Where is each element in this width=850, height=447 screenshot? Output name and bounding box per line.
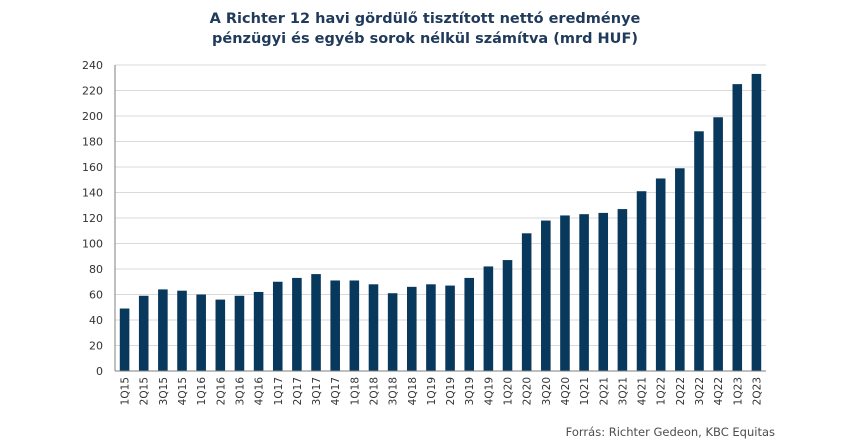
y-tick-label: 0 xyxy=(96,365,103,378)
y-tick-label: 60 xyxy=(89,289,103,302)
y-tick-label: 140 xyxy=(82,187,103,200)
y-tick-label: 240 xyxy=(82,59,103,72)
bar xyxy=(541,220,551,371)
bar xyxy=(368,284,379,371)
bar xyxy=(158,289,168,371)
x-tick-label: 1Q17 xyxy=(273,377,285,405)
bar xyxy=(502,260,513,371)
x-tick-label: 2Q17 xyxy=(292,377,304,405)
y-tick-label: 80 xyxy=(89,263,103,276)
x-tick-label: 4Q21 xyxy=(637,377,649,405)
y-tick-label: 20 xyxy=(89,340,103,353)
y-tick-label: 120 xyxy=(82,212,103,225)
bar xyxy=(311,274,321,371)
bar xyxy=(406,286,417,371)
bar xyxy=(330,280,340,371)
bar xyxy=(272,281,283,371)
bar xyxy=(675,168,685,371)
bar xyxy=(215,299,226,371)
x-tick-label: 2Q15 xyxy=(139,377,151,405)
bar xyxy=(119,308,130,371)
chart-title-line-1: A Richter 12 havi gördülő tisztított net… xyxy=(209,11,641,27)
y-tick-label: 220 xyxy=(82,85,103,98)
x-tick-label: 4Q20 xyxy=(560,377,572,405)
bar xyxy=(464,277,475,371)
bar xyxy=(751,73,762,372)
bar xyxy=(483,266,494,371)
chart-title: A Richter 12 havi gördülő tisztított net… xyxy=(0,9,850,49)
x-tick-label: 1Q19 xyxy=(426,377,438,405)
chart-title-line-2: pénzügyi és egyéb sorok nélkül számítva … xyxy=(211,31,638,47)
bar xyxy=(387,293,398,371)
bar xyxy=(617,209,628,371)
y-tick-label: 100 xyxy=(82,238,103,251)
y-tick-label: 40 xyxy=(89,314,103,327)
source-note: Forrás: Richter Gedeon, KBC Equitas xyxy=(565,425,775,439)
x-tick-label: 1Q22 xyxy=(656,377,668,405)
x-tick-label: 2Q20 xyxy=(522,377,534,405)
bar xyxy=(560,215,570,371)
bar xyxy=(426,284,436,371)
bar xyxy=(234,295,245,371)
bar xyxy=(196,294,206,371)
x-tick-label: 3Q15 xyxy=(158,377,170,405)
x-tick-label: 4Q18 xyxy=(407,377,419,405)
y-tick-label: 160 xyxy=(82,161,103,174)
x-tick-label: 2Q21 xyxy=(598,377,610,405)
x-tick-label: 4Q15 xyxy=(177,377,189,405)
x-tick-label: 4Q17 xyxy=(330,377,342,405)
bar xyxy=(177,290,187,371)
x-tick-label: 4Q19 xyxy=(483,377,495,405)
bar xyxy=(694,131,704,371)
x-tick-label: 1Q21 xyxy=(579,377,591,405)
x-tick-label: 1Q15 xyxy=(120,377,132,405)
bar xyxy=(579,214,589,371)
bar xyxy=(253,291,264,371)
x-tick-label: 2Q22 xyxy=(675,377,687,405)
x-tick-label: 3Q18 xyxy=(388,377,400,405)
x-tick-label: 2Q23 xyxy=(751,377,763,405)
x-tick-label: 3Q20 xyxy=(541,377,553,405)
y-tick-label: 200 xyxy=(82,110,103,123)
bar xyxy=(636,191,647,371)
x-tick-label: 3Q19 xyxy=(464,377,476,405)
x-tick-label: 4Q16 xyxy=(254,377,266,406)
y-tick-label: 180 xyxy=(82,136,103,149)
bar xyxy=(655,178,666,371)
x-tick-label: 3Q22 xyxy=(694,377,706,405)
bar xyxy=(732,84,743,371)
bar xyxy=(138,295,149,371)
x-tick-label: 2Q19 xyxy=(445,377,457,405)
x-tick-label: 3Q21 xyxy=(617,377,629,405)
bar xyxy=(598,212,609,371)
bar xyxy=(292,277,302,371)
x-tick-label: 2Q16 xyxy=(215,377,227,406)
x-tick-label: 1Q20 xyxy=(503,377,515,405)
x-tick-label: 3Q16 xyxy=(234,377,246,406)
x-tick-label: 1Q18 xyxy=(349,377,361,405)
x-tick-label: 1Q23 xyxy=(732,377,744,405)
x-tick-label: 1Q16 xyxy=(196,377,208,406)
bar xyxy=(713,117,723,372)
x-tick-label: 3Q17 xyxy=(311,377,323,405)
bar xyxy=(349,280,360,371)
bar xyxy=(445,285,455,371)
bar xyxy=(521,233,532,371)
x-tick-label: 4Q22 xyxy=(713,377,725,405)
x-tick-label: 2Q18 xyxy=(368,377,380,405)
